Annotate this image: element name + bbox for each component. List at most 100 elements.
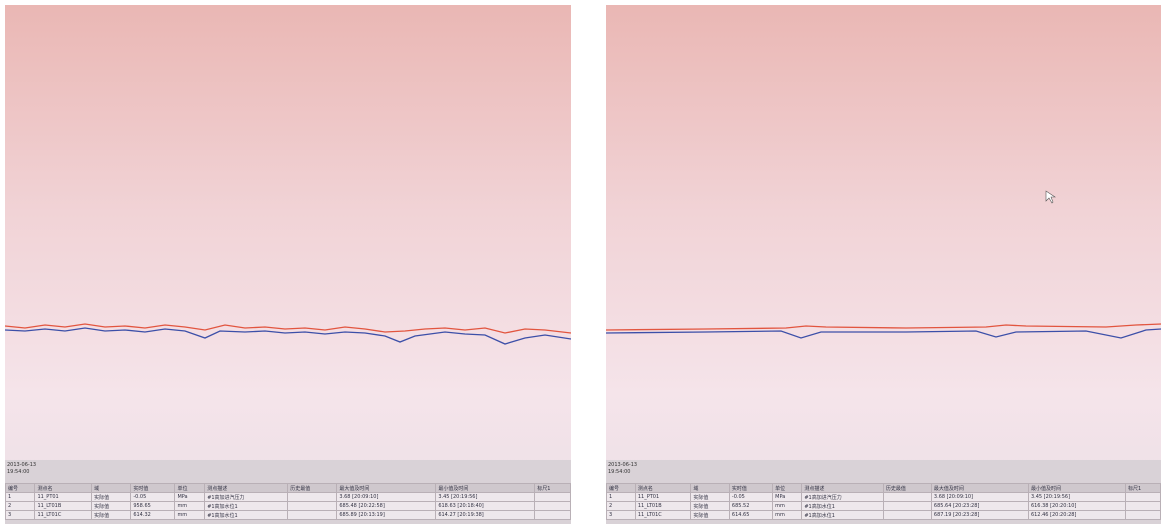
cell: 687.19 [20:23:28] <box>931 511 1028 520</box>
cell <box>535 493 571 502</box>
column-header: 实时值 <box>131 484 175 493</box>
cell <box>535 511 571 520</box>
date: 2013-06-13 <box>7 462 569 469</box>
cell: #1高加水位1 <box>802 502 883 511</box>
column-header: 域 <box>92 484 131 493</box>
column-header: 编号 <box>607 484 636 493</box>
column-header: 标尺1 <box>535 484 571 493</box>
cell: 2 <box>6 502 35 511</box>
header-row: 编号测点名域实时值单位测点描述历史最值最大值及时间最小值及时间标尺1 <box>607 484 1161 493</box>
cell: 685.64 [20:23:28] <box>931 502 1028 511</box>
cell: 612.46 [20:20:28] <box>1028 511 1125 520</box>
cell: 3.68 [20:09:10] <box>337 493 436 502</box>
cell <box>883 502 931 511</box>
column-header: 测点名 <box>35 484 92 493</box>
screen: 2013-06-1319:54:00编号测点名域实时值单位测点描述历史最值最大值… <box>0 0 1161 524</box>
cell: 实际值 <box>92 502 131 511</box>
cell: 685.48 [20:22:58] <box>337 502 436 511</box>
cell: 3.45 [20:19:56] <box>436 493 535 502</box>
cell: mm <box>773 502 802 511</box>
trend-plot <box>606 5 1161 524</box>
cell: 616.38 [20:20:10] <box>1028 502 1125 511</box>
cell: #1高加水位1 <box>205 511 288 520</box>
cell: 11_LT01C <box>35 511 92 520</box>
trend-blue <box>5 328 571 344</box>
cell: 685.52 <box>729 502 772 511</box>
cell: mm <box>773 511 802 520</box>
cell: 实际值 <box>92 493 131 502</box>
column-header: 编号 <box>6 484 35 493</box>
column-header: 最小值及时间 <box>1028 484 1125 493</box>
cell <box>535 502 571 511</box>
cell: mm <box>175 511 205 520</box>
time: 19:54:00 <box>7 469 569 476</box>
cell <box>288 502 337 511</box>
column-header: 域 <box>691 484 729 493</box>
cell <box>883 511 931 520</box>
cell: 614.32 <box>131 511 175 520</box>
column-header: 单位 <box>773 484 802 493</box>
cell: MPa <box>175 493 205 502</box>
column-header: 实时值 <box>729 484 772 493</box>
date: 2013-06-13 <box>608 462 1159 469</box>
column-header: 最大值及时间 <box>931 484 1028 493</box>
column-header: 历史最值 <box>288 484 337 493</box>
cell: MPa <box>773 493 802 502</box>
cell <box>1125 502 1160 511</box>
cell: 958.65 <box>131 502 175 511</box>
cell: 11_LT01B <box>35 502 92 511</box>
cell: #1高加进汽压力 <box>205 493 288 502</box>
cell <box>1125 511 1160 520</box>
cell: 3.68 [20:09:10] <box>931 493 1028 502</box>
cell: 11_PT01 <box>635 493 691 502</box>
cell: 1 <box>6 493 35 502</box>
column-header: 测点描述 <box>205 484 288 493</box>
cell: 1 <box>607 493 636 502</box>
column-header: 历史最值 <box>883 484 931 493</box>
time: 19:54:00 <box>608 469 1159 476</box>
cell: 实际值 <box>691 502 729 511</box>
cell: 11_LT01C <box>635 511 691 520</box>
cursor <box>1046 191 1055 203</box>
cell <box>288 493 337 502</box>
cell: #1高加水位1 <box>205 502 288 511</box>
column-header: 测点名 <box>635 484 691 493</box>
cell: 3 <box>6 511 35 520</box>
cell: 3 <box>607 511 636 520</box>
column-header: 最大值及时间 <box>337 484 436 493</box>
cell: 实际值 <box>691 511 729 520</box>
cell: 11_PT01 <box>35 493 92 502</box>
cell: -0.05 <box>729 493 772 502</box>
cell: 实际值 <box>92 511 131 520</box>
column-header: 最小值及时间 <box>436 484 535 493</box>
cell <box>883 493 931 502</box>
column-header: 单位 <box>175 484 205 493</box>
cell: 618.63 [20:18:40] <box>436 502 535 511</box>
trend-red <box>606 324 1161 330</box>
cell: 614.65 <box>729 511 772 520</box>
cell: 614.27 [20:19:38] <box>436 511 535 520</box>
cell: 3.45 [20:19:56] <box>1028 493 1125 502</box>
column-header: 标尺1 <box>1125 484 1160 493</box>
cell: 2 <box>607 502 636 511</box>
cell: 685.89 [20:13:19] <box>337 511 436 520</box>
trend-blue <box>606 329 1161 338</box>
cell: -0.05 <box>131 493 175 502</box>
header-row: 编号测点名域实时值单位测点描述历史最值最大值及时间最小值及时间标尺1 <box>6 484 571 493</box>
cell: 11_LT01B <box>635 502 691 511</box>
cell: mm <box>175 502 205 511</box>
cell: 实际值 <box>691 493 729 502</box>
